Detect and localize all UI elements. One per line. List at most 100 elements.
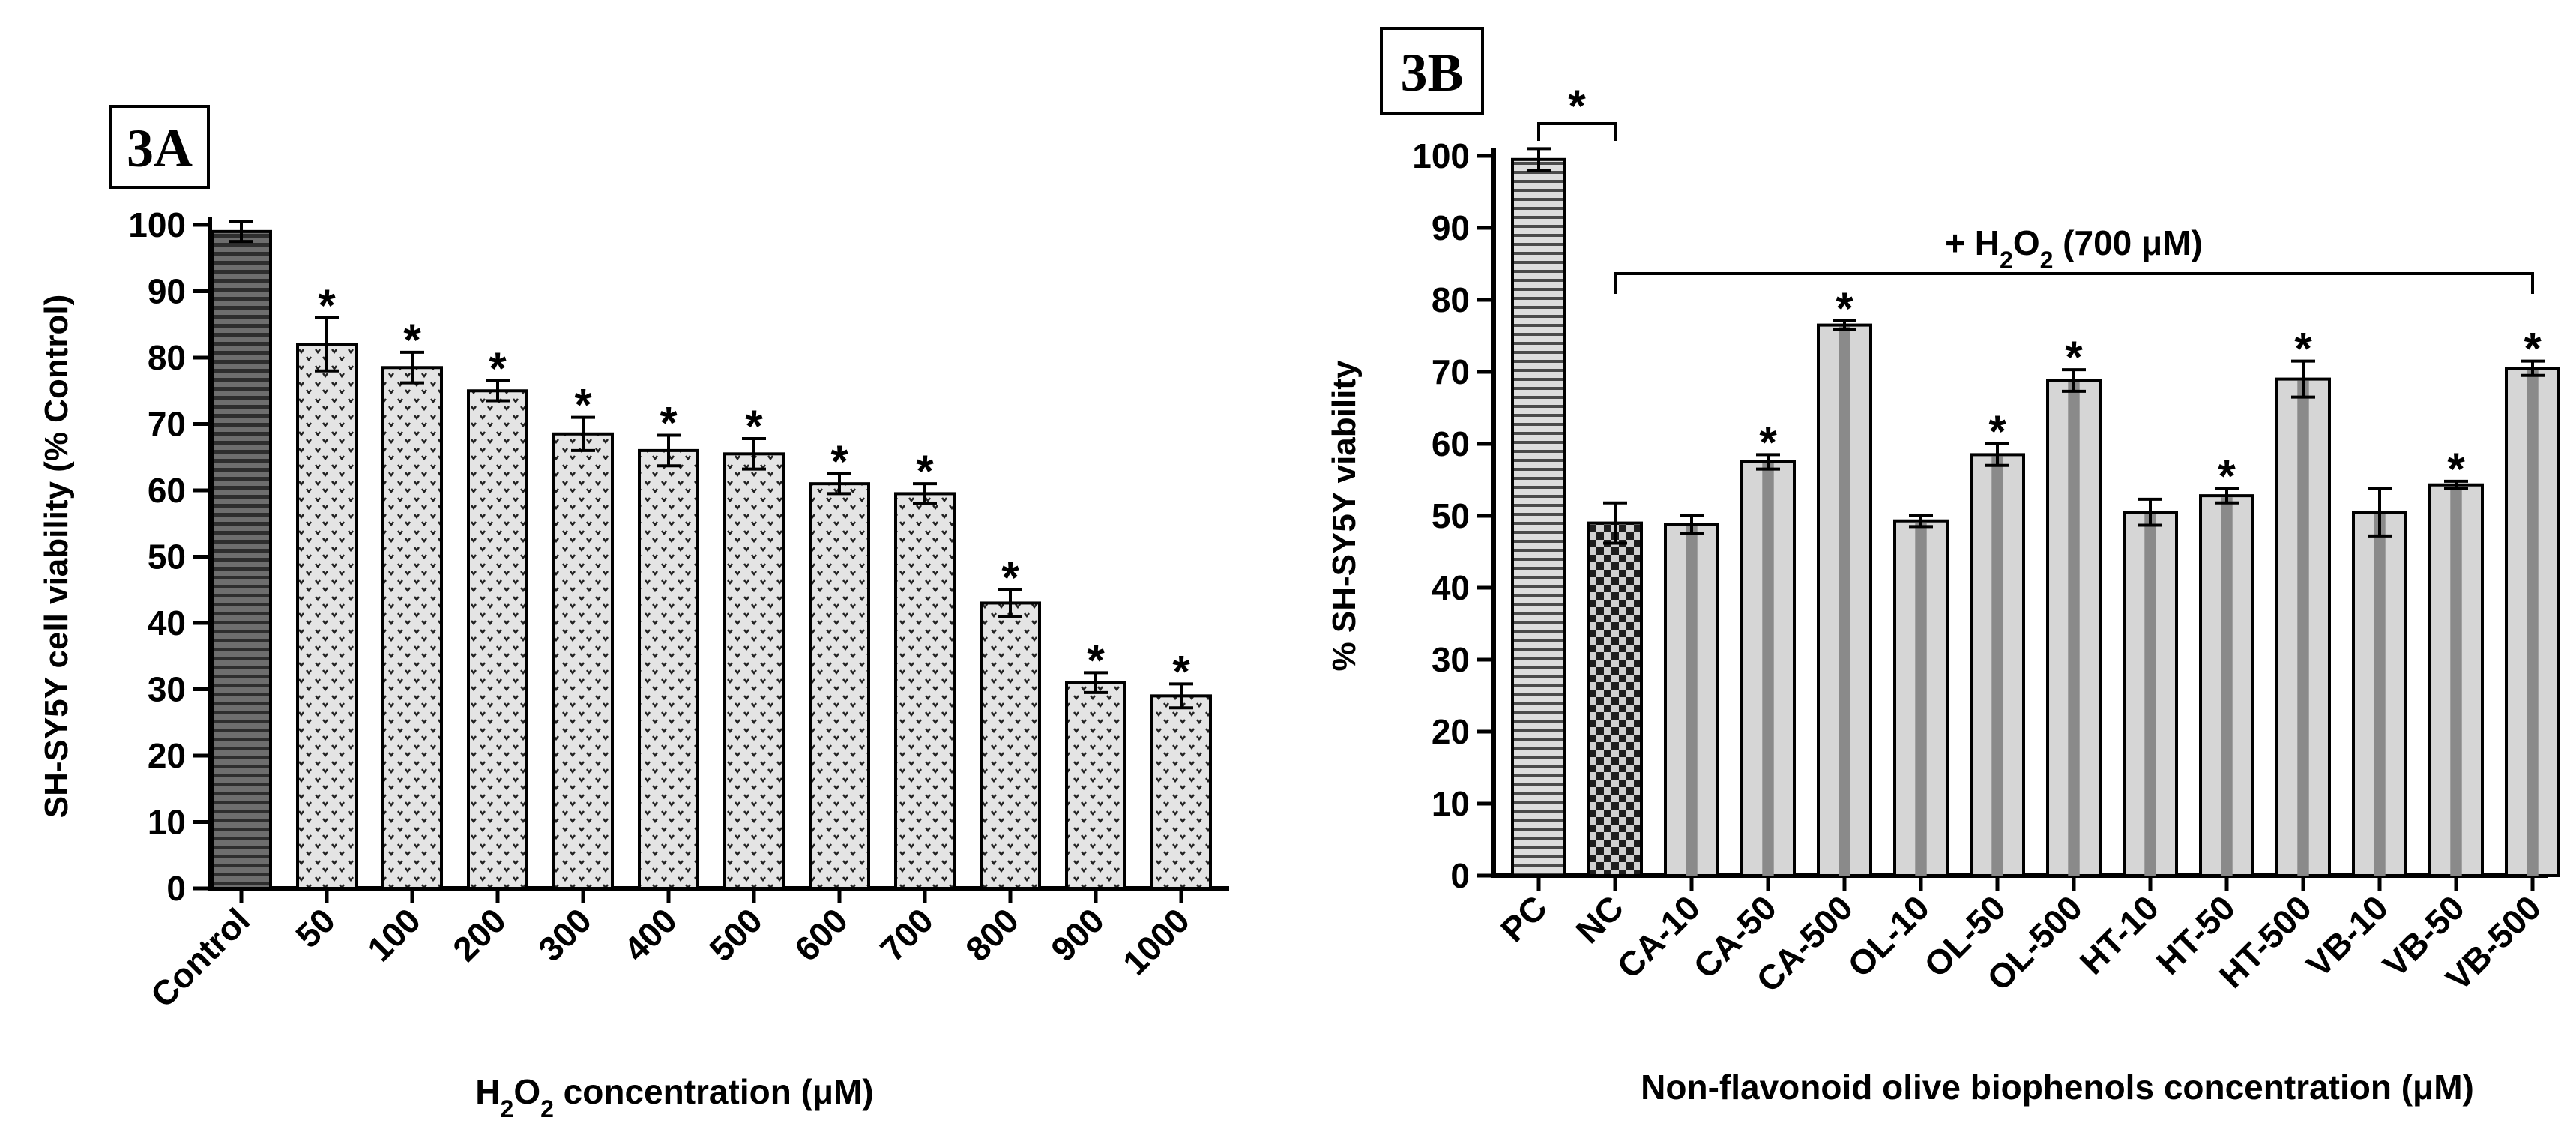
y-tick-label: 60 [148, 471, 186, 510]
y-tick-label: 30 [148, 670, 186, 709]
bar [381, 366, 443, 890]
bar-center-stripe [2297, 380, 2309, 876]
significance-star: * [2065, 332, 2083, 382]
h2o2-annotation-part: 2 [2040, 247, 2054, 274]
significance-star: * [489, 343, 507, 394]
y-tick-label: 100 [1412, 136, 1470, 175]
bar [723, 452, 785, 890]
panel-label: 3A [127, 118, 193, 178]
y-tick-label: 100 [128, 205, 186, 244]
x-tick-label: OL-10 [1840, 888, 1937, 984]
bar [894, 492, 956, 890]
significance-star: * [403, 315, 421, 365]
y-tick-label: 20 [1432, 712, 1470, 751]
h2o2-annotation-part: (700 μM) [2053, 223, 2202, 262]
y-tick-label: 0 [166, 869, 186, 908]
significance-star: * [1087, 635, 1105, 685]
x-tick-label: 100 [360, 900, 428, 969]
panel-3a: 3A 0 10 20 30 40 50 60 70 80 90 100 SH-SY5Y cell via… [38, 105, 1229, 1122]
significance-star: * [2218, 451, 2236, 502]
bar-center-stripe [2374, 514, 2386, 876]
x-tick-label: 1000 [1115, 900, 1197, 982]
bar [980, 601, 1041, 890]
y-tick-label: 50 [148, 538, 186, 576]
h2o2-annotation: + H2O2 (700 μM) [1945, 223, 2203, 274]
significance-star: * [1836, 283, 1853, 334]
significance-star: * [2524, 324, 2542, 374]
panel-label-box [109, 105, 210, 189]
x-tick-label: 600 [787, 900, 855, 969]
bar [638, 448, 699, 890]
y-tick-label: 40 [148, 603, 186, 642]
y-tick-label: 10 [1432, 784, 1470, 823]
panel-label: 3B [1400, 43, 1463, 103]
bar-center-stripe [1839, 326, 1850, 876]
y-tick-label: 30 [1432, 640, 1470, 679]
significance-star: * [574, 380, 592, 430]
y-tick-label: 20 [148, 736, 186, 775]
y-axis-label: % SH-SY5Y viability [1326, 360, 1363, 671]
x-tick-label: Control [143, 900, 257, 1014]
y-tick-label: 10 [148, 803, 186, 842]
x-axis-label: H2O2 concentration (μM) [475, 1072, 873, 1122]
bar [1065, 681, 1126, 891]
x-tick-label: NC [1568, 888, 1631, 951]
x-tick-label: 400 [616, 900, 684, 969]
bar-center-stripe [2527, 370, 2539, 876]
x-axis-label-part: O [513, 1072, 540, 1111]
x-tick-label: HT-10 [2072, 888, 2166, 981]
x-axis-label-part: 2 [540, 1095, 554, 1122]
bar-center-stripe [1686, 526, 1698, 876]
y-tick-label: 0 [1450, 856, 1470, 895]
bar-center-stripe [2068, 382, 2080, 876]
bar [1511, 157, 1566, 878]
x-tick-label: 50 [288, 900, 343, 955]
significance-star: * [1172, 646, 1190, 696]
y-tick-label: 70 [148, 405, 186, 444]
significance-star: * [1001, 553, 1019, 603]
y-tick-label: 80 [148, 338, 186, 377]
x-axis-label-part: H [475, 1072, 500, 1111]
panel-label-box [1380, 27, 1484, 115]
significance-star: * [1759, 417, 1777, 467]
x-tick-label: 300 [531, 900, 599, 969]
x-tick-label: 800 [958, 900, 1026, 969]
x-axis-label-part: 2 [501, 1095, 514, 1122]
bar [296, 343, 358, 890]
significance-star: * [745, 401, 763, 451]
x-tick-label: VB-10 [2299, 888, 2395, 984]
x-tick-label: 900 [1043, 900, 1111, 969]
bar [211, 229, 272, 891]
y-tick-label: 50 [1432, 496, 1470, 535]
significance-star: * [2447, 444, 2465, 494]
x-tick-label: 500 [702, 900, 770, 969]
bar-center-stripe [2144, 514, 2156, 876]
bar [552, 432, 614, 890]
x-axis-label-part: concentration (μM) [554, 1072, 874, 1111]
y-tick-label: 90 [148, 272, 186, 311]
y-tick-label: 90 [1432, 208, 1470, 247]
significance-star: * [2294, 324, 2312, 374]
bar [1150, 694, 1212, 890]
significance-star: * [318, 280, 336, 331]
x-tick-label: CA-10 [1609, 888, 1707, 986]
bar-center-stripe [2450, 486, 2462, 876]
x-tick-label: 700 [872, 900, 941, 969]
significance-star: * [830, 436, 848, 487]
x-axis-label: Non-flavonoid olive biophenols concentra… [1641, 1068, 2474, 1107]
bar [809, 482, 870, 890]
x-tick-label: 200 [445, 900, 513, 969]
bar-center-stripe [1991, 456, 2003, 876]
y-tick-label: 70 [1432, 352, 1470, 391]
bar-center-stripe [1915, 522, 1927, 876]
significance-star: * [660, 398, 678, 448]
significance-star: * [916, 446, 934, 496]
y-tick-label: 80 [1432, 280, 1470, 319]
y-tick-label: 60 [1432, 424, 1470, 463]
pc-nc-bracket [1537, 122, 1617, 141]
h2o2-annotation-part: 2 [2000, 247, 2013, 274]
x-tick-label: PC [1493, 888, 1554, 949]
pc-nc-star: * [1568, 81, 1586, 131]
bar [1587, 521, 1643, 877]
